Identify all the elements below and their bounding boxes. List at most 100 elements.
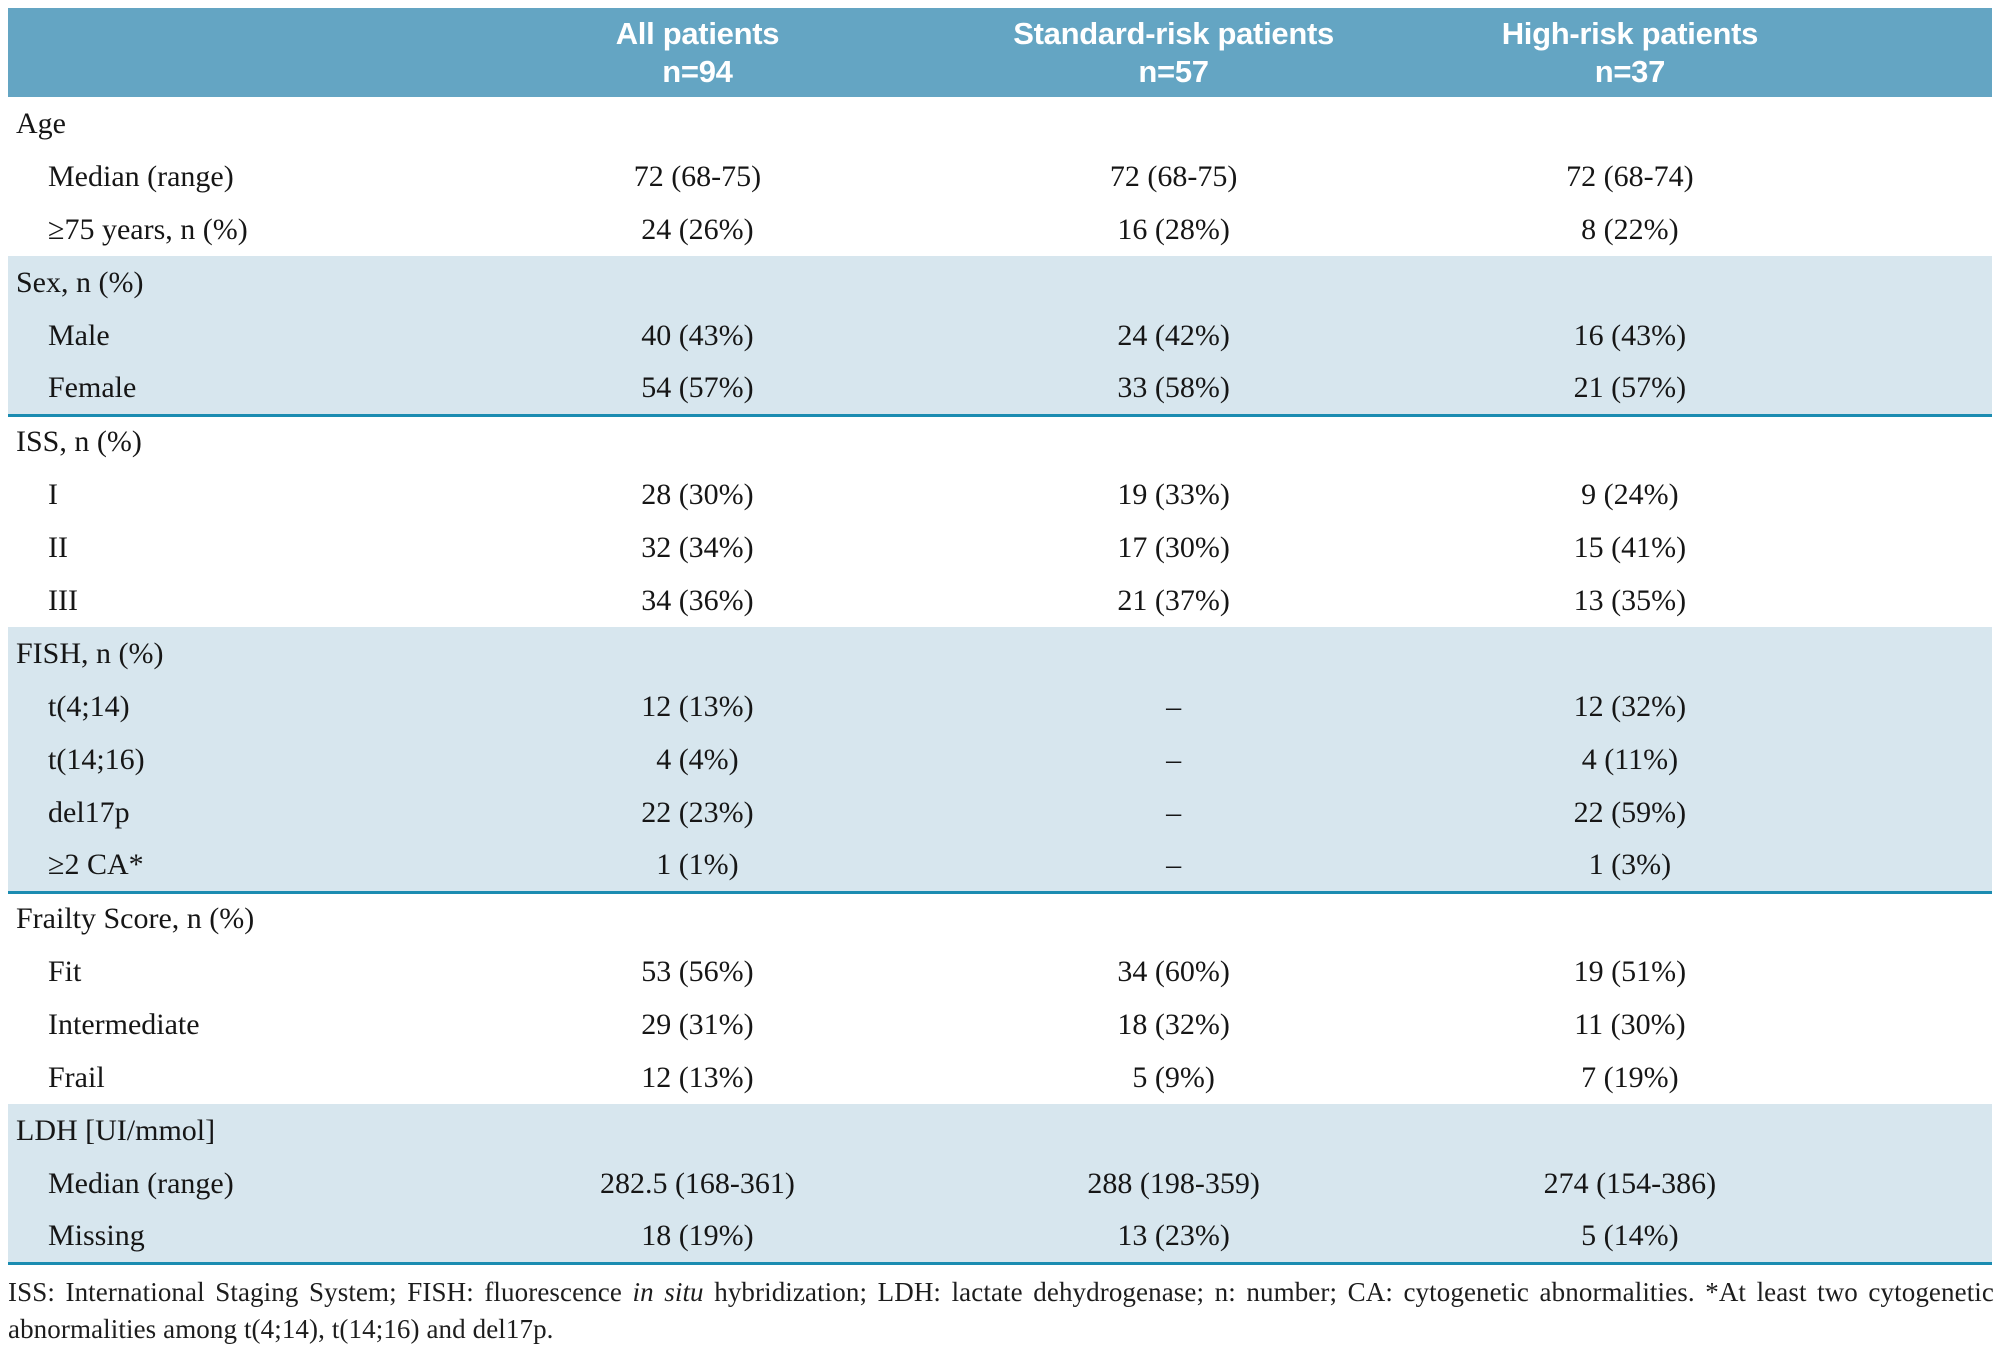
row-label: Intermediate xyxy=(8,998,454,1051)
cell-value: 34 (60%) xyxy=(940,945,1406,998)
col-header-n: n=94 xyxy=(454,53,940,91)
footnote-text: ISS: International Staging System; FISH:… xyxy=(8,1277,633,1307)
cell-value: 53 (56%) xyxy=(454,945,940,998)
data-row: Median (range)72 (68-75)72 (68-75)72 (68… xyxy=(8,150,1992,203)
cell-value: 40 (43%) xyxy=(454,309,940,362)
cell-value: 12 (32%) xyxy=(1407,680,1853,733)
patient-characteristics-table: All patients n=94 Standard-risk patients… xyxy=(8,8,1992,1265)
filler-cell xyxy=(1853,945,1992,998)
data-row: ≥2 CA*1 (1%)–1 (3%) xyxy=(8,839,1992,892)
cell-value: 1 (3%) xyxy=(1407,839,1853,892)
row-label: Median (range) xyxy=(8,150,454,203)
col-header-n: n=57 xyxy=(940,53,1406,91)
section-header-row: ISS, n (%) xyxy=(8,415,1992,468)
section-header-row: Age xyxy=(8,97,1992,150)
cell-value: 19 (33%) xyxy=(940,468,1406,521)
filler-cell xyxy=(1853,150,1992,203)
filler-cell xyxy=(1853,362,1992,415)
header-filler-cell xyxy=(1853,8,1992,97)
footnote-line-2: abnormalities among t(4;14), t(14;16) an… xyxy=(8,1311,1994,1349)
filler-cell xyxy=(1853,1157,1992,1210)
section-header-row: LDH [UI/mmol] xyxy=(8,1104,1992,1157)
cell-value: – xyxy=(940,839,1406,892)
cell-value: 72 (68-75) xyxy=(940,150,1406,203)
row-label: t(4;14) xyxy=(8,680,454,733)
cell-value: 4 (11%) xyxy=(1407,733,1853,786)
data-row: t(4;14)12 (13%)–12 (32%) xyxy=(8,680,1992,733)
data-row: Median (range)282.5 (168-361)288 (198-35… xyxy=(8,1157,1992,1210)
section-header-row: Sex, n (%) xyxy=(8,256,1992,309)
cell-value: 13 (35%) xyxy=(1407,574,1853,627)
data-row: ≥75 years, n (%)24 (26%)16 (28%)8 (22%) xyxy=(8,203,1992,256)
cell-value: 16 (28%) xyxy=(940,203,1406,256)
cell-value: 22 (23%) xyxy=(454,786,940,839)
cell-value: 33 (58%) xyxy=(940,362,1406,415)
cell-value: 54 (57%) xyxy=(454,362,940,415)
cell-value: 18 (19%) xyxy=(454,1210,940,1263)
cell-value: 18 (32%) xyxy=(940,998,1406,1051)
row-label: Male xyxy=(8,309,454,362)
cell-value: 19 (51%) xyxy=(1407,945,1853,998)
cell-value: – xyxy=(940,733,1406,786)
row-label: Median (range) xyxy=(8,1157,454,1210)
section-title: Age xyxy=(8,97,1992,150)
filler-cell xyxy=(1853,574,1992,627)
cell-value: 274 (154-386) xyxy=(1407,1157,1853,1210)
cell-value: 13 (23%) xyxy=(940,1210,1406,1263)
cell-value: 32 (34%) xyxy=(454,521,940,574)
cell-value: 16 (43%) xyxy=(1407,309,1853,362)
table-header-row: All patients n=94 Standard-risk patients… xyxy=(8,8,1992,97)
cell-value: 9 (24%) xyxy=(1407,468,1853,521)
cell-value: 12 (13%) xyxy=(454,680,940,733)
footnote-italic-text: in situ xyxy=(633,1277,704,1307)
footnote-text: hybridization; LDH: lactate dehydrogenas… xyxy=(704,1277,1994,1307)
cell-value: 11 (30%) xyxy=(1407,998,1853,1051)
cell-value: 72 (68-75) xyxy=(454,150,940,203)
header-empty-cell xyxy=(8,8,454,97)
cell-value: 21 (37%) xyxy=(940,574,1406,627)
cell-value: 22 (59%) xyxy=(1407,786,1853,839)
row-label: Frail xyxy=(8,1051,454,1104)
row-label: III xyxy=(8,574,454,627)
filler-cell xyxy=(1853,680,1992,733)
col-header-standard-risk: Standard-risk patients n=57 xyxy=(940,8,1406,97)
filler-cell xyxy=(1853,839,1992,892)
cell-value: 29 (31%) xyxy=(454,998,940,1051)
section-header-row: FISH, n (%) xyxy=(8,627,1992,680)
cell-value: 1 (1%) xyxy=(454,839,940,892)
row-label: Missing xyxy=(8,1210,454,1263)
section-title: LDH [UI/mmol] xyxy=(8,1104,1992,1157)
cell-value: 288 (198-359) xyxy=(940,1157,1406,1210)
cell-value: 4 (4%) xyxy=(454,733,940,786)
cell-value: 7 (19%) xyxy=(1407,1051,1853,1104)
col-header-n: n=37 xyxy=(1407,53,1853,91)
footnote: ISS: International Staging System; FISH:… xyxy=(8,1274,1994,1349)
cell-value: – xyxy=(940,786,1406,839)
filler-cell xyxy=(1853,468,1992,521)
col-header-title: All patients xyxy=(454,15,940,53)
data-row: t(14;16)4 (4%)–4 (11%) xyxy=(8,733,1992,786)
row-label: t(14;16) xyxy=(8,733,454,786)
footnote-line-1: ISS: International Staging System; FISH:… xyxy=(8,1274,1994,1312)
cell-value: – xyxy=(940,680,1406,733)
cell-value: 8 (22%) xyxy=(1407,203,1853,256)
filler-cell xyxy=(1853,309,1992,362)
cell-value: 5 (9%) xyxy=(940,1051,1406,1104)
row-label: ≥75 years, n (%) xyxy=(8,203,454,256)
col-header-high-risk: High-risk patients n=37 xyxy=(1407,8,1853,97)
table-header: All patients n=94 Standard-risk patients… xyxy=(8,8,1992,97)
row-label: II xyxy=(8,521,454,574)
section-title: ISS, n (%) xyxy=(8,415,1992,468)
section-title: Sex, n (%) xyxy=(8,256,1992,309)
cell-value: 282.5 (168-361) xyxy=(454,1157,940,1210)
